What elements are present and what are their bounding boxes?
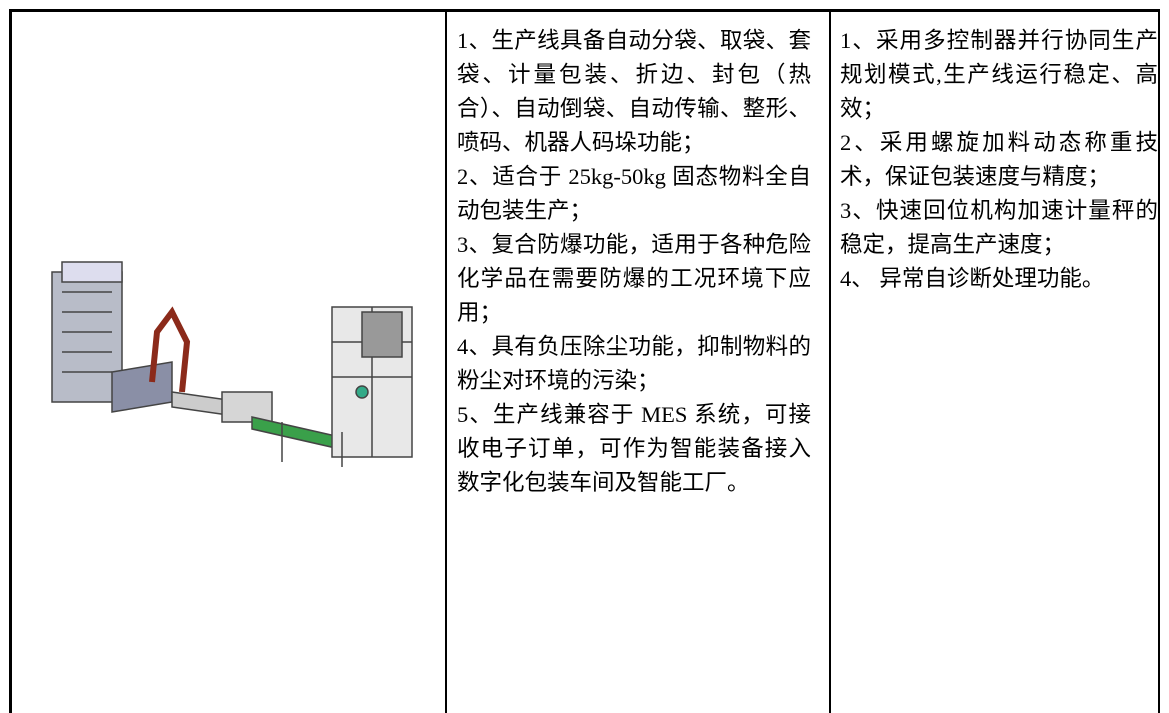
table: 1、生产线具备自动分袋、取袋、套袋、计量包装、折边、封包（热合）、自动倒袋、自动… — [9, 9, 1160, 713]
feature-item: 4、具有负压除尘功能，抑制物料的粉尘对环境的污染； — [457, 334, 811, 393]
tech-item: 3、快速回位机构加速计量秤的稳定，提高生产速度； — [840, 198, 1158, 257]
tech-cell: 1、采用多控制器并行协同生产规划模式,生产线运行稳定、高效； 2、采用螺旋加料动… — [829, 12, 1158, 713]
tech-text: 1、采用多控制器并行协同生产规划模式,生产线运行稳定、高效； 2、采用螺旋加料动… — [831, 12, 1158, 296]
image-cell — [12, 12, 445, 713]
production-line-image — [51, 261, 413, 467]
feature-item: 3、复合防爆功能，适用于各种危险化学品在需要防爆的工况环境下应用； — [457, 232, 811, 325]
feature-item: 5、生产线兼容于 MES 系统，可接收电子订单，可作为智能装备接入数字化包装车间… — [457, 402, 811, 495]
tech-item: 1、采用多控制器并行协同生产规划模式,生产线运行稳定、高效； — [840, 28, 1158, 121]
features-cell: 1、生产线具备自动分袋、取袋、套袋、计量包装、折边、封包（热合）、自动倒袋、自动… — [445, 12, 831, 713]
features-text: 1、生产线具备自动分袋、取袋、套袋、计量包装、折边、封包（热合）、自动倒袋、自动… — [447, 12, 811, 500]
tech-item: 4、 异常自诊断处理功能。 — [840, 266, 1105, 291]
tech-item: 2、采用螺旋加料动态称重技术，保证包装速度与精度； — [840, 130, 1158, 189]
feature-item: 1、生产线具备自动分袋、取袋、套袋、计量包装、折边、封包（热合）、自动倒袋、自动… — [457, 28, 811, 155]
feature-item: 2、适合于 25kg-50kg 固态物料全自动包装生产； — [457, 164, 811, 223]
